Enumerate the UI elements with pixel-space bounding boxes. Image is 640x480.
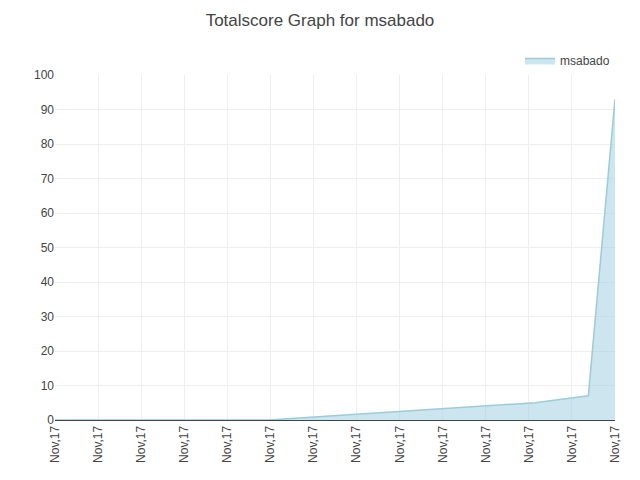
svg-text:30: 30 bbox=[41, 310, 55, 324]
svg-text:Nov,17: Nov,17 bbox=[134, 425, 148, 462]
svg-text:80: 80 bbox=[41, 137, 55, 151]
svg-text:Nov,17: Nov,17 bbox=[177, 425, 191, 462]
svg-text:Totalscore Graph for msabado: Totalscore Graph for msabado bbox=[206, 11, 435, 30]
svg-text:Nov,17: Nov,17 bbox=[436, 425, 450, 462]
svg-text:Nov,17: Nov,17 bbox=[349, 425, 363, 462]
svg-text:Nov,17: Nov,17 bbox=[91, 425, 105, 462]
svg-text:Nov,17: Nov,17 bbox=[393, 425, 407, 462]
svg-text:70: 70 bbox=[41, 172, 55, 186]
svg-text:Nov,17: Nov,17 bbox=[479, 425, 493, 462]
svg-text:60: 60 bbox=[41, 206, 55, 220]
svg-text:100: 100 bbox=[34, 68, 54, 82]
svg-text:Nov,17: Nov,17 bbox=[306, 425, 320, 462]
svg-text:Nov,17: Nov,17 bbox=[220, 425, 234, 462]
svg-text:msabado: msabado bbox=[560, 54, 610, 68]
svg-text:10: 10 bbox=[41, 379, 55, 393]
svg-text:50: 50 bbox=[41, 241, 55, 255]
svg-text:Nov,17: Nov,17 bbox=[48, 425, 62, 462]
svg-text:Nov,17: Nov,17 bbox=[263, 425, 277, 462]
svg-text:Nov,17: Nov,17 bbox=[565, 425, 579, 462]
svg-text:Nov,17: Nov,17 bbox=[522, 425, 536, 462]
svg-text:90: 90 bbox=[41, 103, 55, 117]
svg-text:40: 40 bbox=[41, 275, 55, 289]
svg-text:20: 20 bbox=[41, 344, 55, 358]
svg-text:0: 0 bbox=[47, 413, 54, 427]
svg-text:Nov,17: Nov,17 bbox=[608, 425, 622, 462]
